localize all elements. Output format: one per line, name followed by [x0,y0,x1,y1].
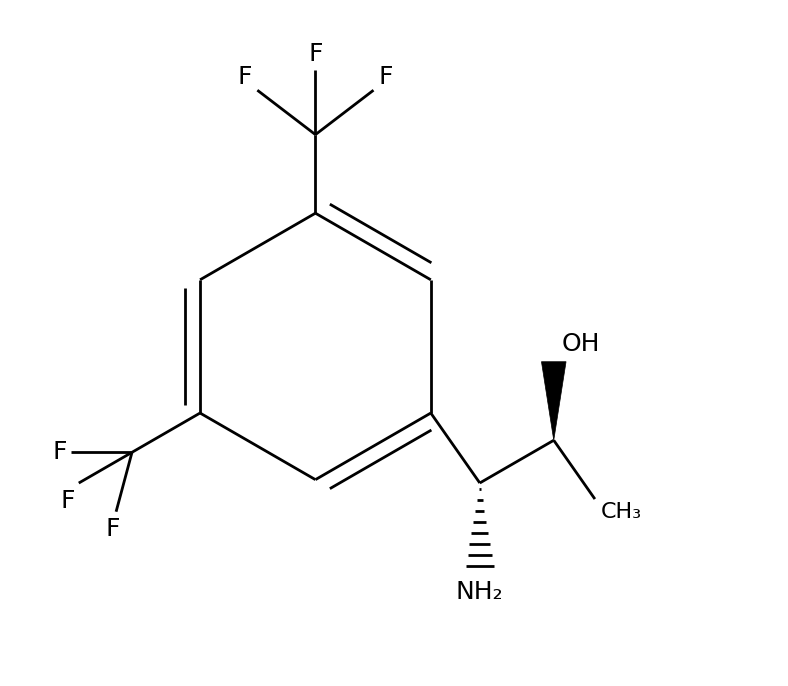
Polygon shape [541,362,566,440]
Text: F: F [308,43,322,67]
Text: OH: OH [562,332,600,356]
Text: CH₃: CH₃ [600,502,641,523]
Text: NH₂: NH₂ [456,580,504,604]
Text: F: F [61,488,76,512]
Text: F: F [53,440,67,464]
Text: F: F [379,65,393,89]
Text: F: F [237,65,252,89]
Text: F: F [106,517,120,541]
